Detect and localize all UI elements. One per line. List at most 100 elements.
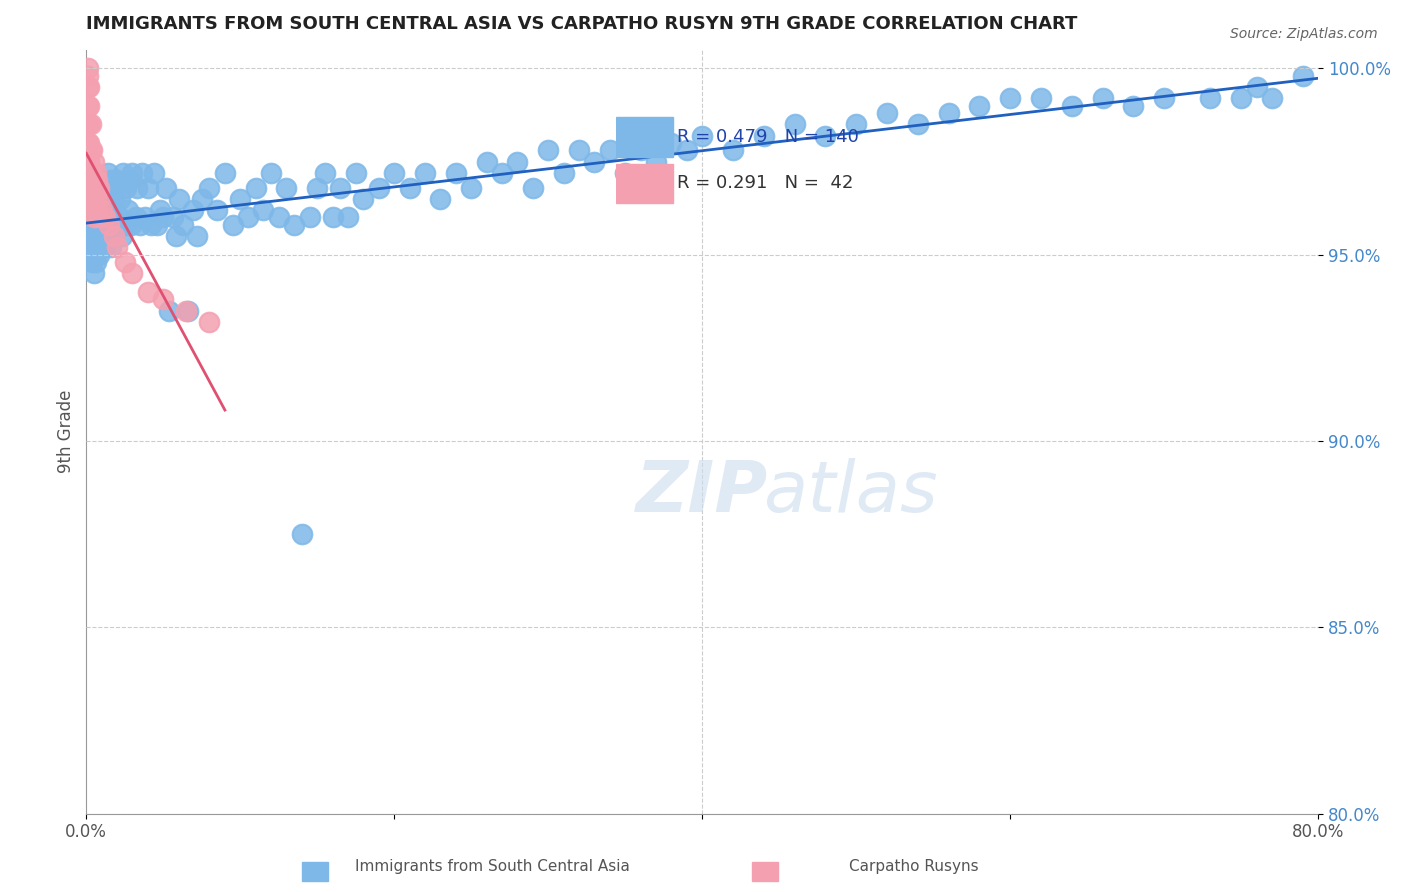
Point — [80, 173, 103, 187]
Point — [1029, 91, 1052, 105]
Point — [82, 166, 104, 180]
Point — [599, 144, 621, 158]
Point — [353, 192, 375, 206]
Point — [103, 229, 125, 244]
Point — [969, 99, 991, 113]
Point — [267, 211, 290, 225]
Point — [522, 180, 544, 194]
Point — [98, 192, 121, 206]
Point — [89, 229, 111, 244]
Point — [86, 240, 108, 254]
Point — [79, 240, 101, 254]
Point — [155, 180, 177, 194]
Point — [98, 218, 121, 232]
Point — [661, 136, 683, 150]
Point — [907, 117, 929, 131]
Point — [104, 218, 127, 232]
Point — [630, 144, 652, 158]
Point — [90, 180, 112, 194]
Point — [198, 315, 221, 329]
Point — [94, 240, 117, 254]
Point — [97, 211, 120, 225]
Point — [177, 303, 200, 318]
Point — [283, 218, 305, 232]
Point — [460, 180, 482, 194]
Point — [176, 303, 198, 318]
Point — [583, 154, 606, 169]
Point — [79, 80, 101, 95]
Point — [382, 166, 405, 180]
Point — [84, 192, 107, 206]
Text: Carpatho Rusyns: Carpatho Rusyns — [849, 859, 979, 874]
Point — [82, 192, 104, 206]
Point — [96, 229, 118, 244]
Point — [96, 180, 118, 194]
Point — [76, 117, 98, 131]
Point — [76, 99, 98, 113]
Point — [367, 180, 389, 194]
Point — [127, 180, 149, 194]
Point — [76, 192, 98, 206]
Point — [1060, 99, 1083, 113]
Point — [105, 240, 128, 254]
Point — [82, 255, 104, 269]
Point — [614, 166, 637, 180]
Point — [214, 166, 236, 180]
Point — [1153, 91, 1175, 105]
Point — [108, 192, 131, 206]
Point — [120, 218, 142, 232]
Point — [84, 192, 107, 206]
Point — [172, 218, 194, 232]
Point — [149, 202, 172, 217]
Point — [86, 173, 108, 187]
Point — [568, 144, 591, 158]
Point — [118, 173, 141, 187]
Point — [1230, 91, 1253, 105]
Point — [752, 128, 775, 143]
Point — [121, 266, 143, 280]
Point — [146, 218, 169, 232]
Point — [80, 211, 103, 225]
Point — [79, 154, 101, 169]
Point — [87, 248, 110, 262]
Point — [84, 255, 107, 269]
Point — [84, 166, 107, 180]
Point — [645, 154, 668, 169]
Point — [94, 202, 117, 217]
Point — [152, 211, 174, 225]
Point — [90, 211, 112, 225]
Point — [90, 202, 112, 217]
Point — [245, 180, 267, 194]
Point — [783, 117, 806, 131]
Point — [117, 202, 139, 217]
Point — [100, 173, 122, 187]
Point — [76, 69, 98, 83]
Point — [429, 192, 451, 206]
Point — [76, 80, 98, 95]
Point — [1091, 91, 1114, 105]
Point — [236, 211, 259, 225]
Point — [134, 211, 156, 225]
Point — [537, 144, 560, 158]
Point — [131, 166, 153, 180]
Point — [80, 144, 103, 158]
Point — [94, 211, 117, 225]
Point — [83, 229, 105, 244]
Y-axis label: 9th Grade: 9th Grade — [58, 390, 75, 474]
Point — [82, 211, 104, 225]
Point — [845, 117, 868, 131]
Point — [80, 229, 103, 244]
Point — [938, 106, 960, 120]
Point — [165, 229, 187, 244]
Point — [413, 166, 436, 180]
Point — [91, 192, 114, 206]
Point — [82, 240, 104, 254]
Text: Source: ZipAtlas.com: Source: ZipAtlas.com — [1230, 27, 1378, 41]
Point — [307, 180, 329, 194]
Point — [167, 192, 190, 206]
Point — [82, 144, 104, 158]
Point — [79, 117, 101, 131]
Point — [143, 166, 166, 180]
Point — [97, 166, 120, 180]
Point — [1000, 91, 1022, 105]
